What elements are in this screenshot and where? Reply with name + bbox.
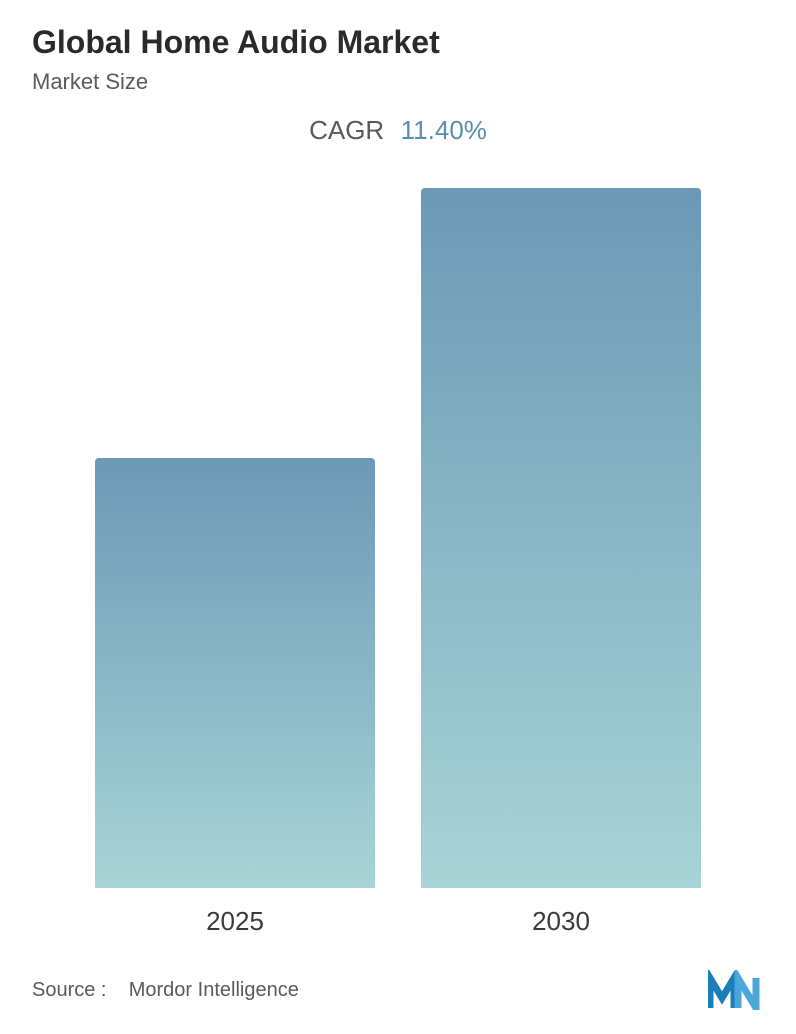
chart-container: Global Home Audio Market Market Size CAG… [0, 0, 796, 1034]
bar-label-2025: 2025 [206, 906, 264, 937]
bar-2030 [421, 188, 701, 888]
bar-chart-area: 2025 2030 [32, 182, 764, 937]
chart-subtitle: Market Size [32, 69, 764, 95]
bar-label-2030: 2030 [532, 906, 590, 937]
bar-group-1: 2030 [421, 188, 701, 937]
cagr-value: 11.40% [401, 115, 487, 145]
bar-2025 [95, 458, 375, 888]
chart-title: Global Home Audio Market [32, 24, 764, 61]
source-label: Source : [32, 979, 106, 1001]
cagr-row: CAGR 11.40% [32, 115, 764, 146]
chart-footer: Source : Mordor Intelligence [32, 957, 764, 1010]
cagr-label: CAGR [309, 115, 384, 145]
mordor-logo-icon [708, 970, 764, 1010]
bar-group-0: 2025 [95, 458, 375, 937]
source-text: Source : Mordor Intelligence [32, 979, 299, 1002]
source-name: Mordor Intelligence [129, 979, 299, 1001]
